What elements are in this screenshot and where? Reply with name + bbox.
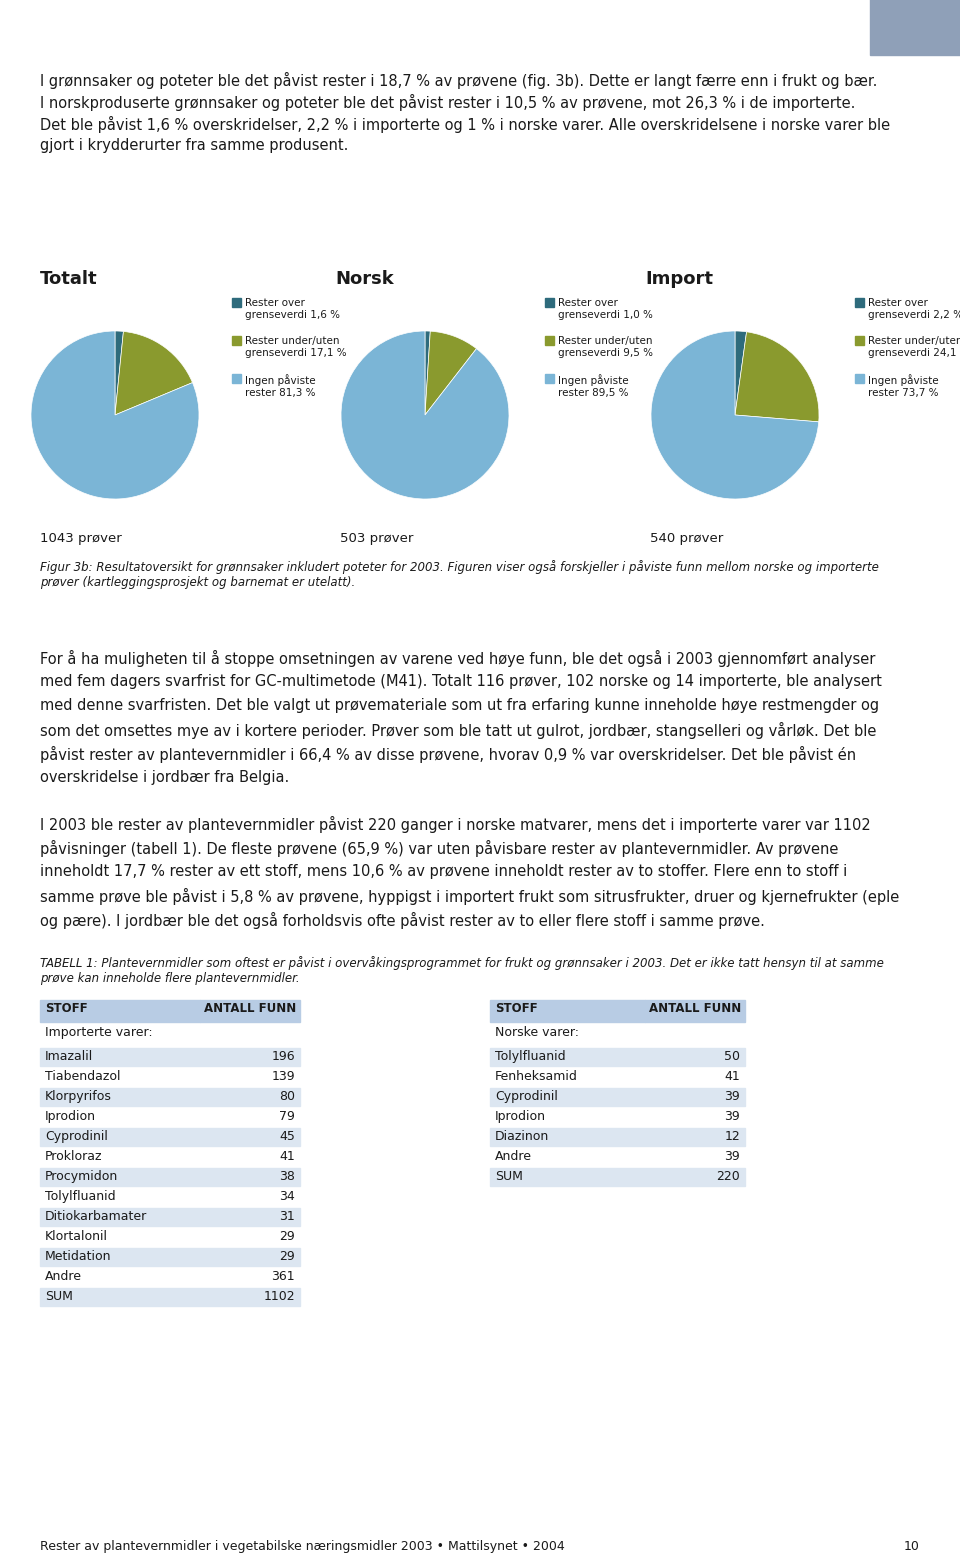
Text: Fenheksamid: Fenheksamid xyxy=(495,1070,578,1083)
Text: 41: 41 xyxy=(279,1150,295,1163)
Text: Tolylfluanid: Tolylfluanid xyxy=(495,1050,565,1062)
Text: Tolylfluanid: Tolylfluanid xyxy=(45,1189,115,1203)
Text: Cyprodinil: Cyprodinil xyxy=(495,1091,558,1103)
Text: 1043 prøver: 1043 prøver xyxy=(40,533,122,545)
Text: samme prøve ble påvist i 5,8 % av prøvene, hyppigst i importert frukt som sitrus: samme prøve ble påvist i 5,8 % av prøven… xyxy=(40,888,900,906)
Text: Klortalonil: Klortalonil xyxy=(45,1230,108,1243)
Text: 79: 79 xyxy=(279,1109,295,1124)
Text: påvisninger (tabell 1). De fleste prøvene (65,9 %) var uten påvisbare rester av : påvisninger (tabell 1). De fleste prøven… xyxy=(40,840,838,857)
Text: 220: 220 xyxy=(716,1171,740,1183)
Wedge shape xyxy=(735,331,747,415)
Text: Ditiokarbamater: Ditiokarbamater xyxy=(45,1210,147,1222)
Text: For å ha muligheten til å stoppe omsetningen av varene ved høye funn, ble det og: For å ha muligheten til å stoppe omsetni… xyxy=(40,650,876,668)
Wedge shape xyxy=(115,332,193,415)
Text: ANTALL FUNN: ANTALL FUNN xyxy=(204,1003,296,1015)
Text: Rester under/uten
grenseverdi 9,5 %: Rester under/uten grenseverdi 9,5 % xyxy=(558,335,653,357)
Text: Figur 3b: Resultatoversikt for grønnsaker inkludert poteter for 2003. Figuren vi: Figur 3b: Resultatoversikt for grønnsake… xyxy=(40,559,878,574)
Text: TABELL 1: Plantevernmidler som oftest er påvist i overvåkingsprogrammet for fruk: TABELL 1: Plantevernmidler som oftest er… xyxy=(40,956,884,970)
Text: inneholdt 17,7 % rester av ett stoff, mens 10,6 % av prøvene inneholdt rester av: inneholdt 17,7 % rester av ett stoff, me… xyxy=(40,863,848,879)
Text: Ingen påviste
rester 81,3 %: Ingen påviste rester 81,3 % xyxy=(245,375,316,398)
Text: Ingen påviste
rester 89,5 %: Ingen påviste rester 89,5 % xyxy=(558,375,629,398)
Text: 39: 39 xyxy=(724,1150,740,1163)
Wedge shape xyxy=(651,331,819,498)
Text: med denne svarfristen. Det ble valgt ut prøvemateriale som ut fra erfaring kunne: med denne svarfristen. Det ble valgt ut … xyxy=(40,697,879,713)
Text: 34: 34 xyxy=(279,1189,295,1203)
Text: Rester over
grenseverdi 2,2 %: Rester over grenseverdi 2,2 % xyxy=(868,298,960,320)
Text: 139: 139 xyxy=(272,1070,295,1083)
Text: Klorpyrifos: Klorpyrifos xyxy=(45,1091,112,1103)
Text: Tiabendazol: Tiabendazol xyxy=(45,1070,121,1083)
Text: 503 prøver: 503 prøver xyxy=(340,533,414,545)
Text: STOFF: STOFF xyxy=(495,1003,538,1015)
Text: Prokloraz: Prokloraz xyxy=(45,1150,103,1163)
Text: 39: 39 xyxy=(724,1109,740,1124)
Text: 540 prøver: 540 prøver xyxy=(650,533,723,545)
Text: Norsk: Norsk xyxy=(335,270,394,288)
Text: SUM: SUM xyxy=(495,1171,523,1183)
Text: Norske varer:: Norske varer: xyxy=(495,1026,579,1039)
Text: 29: 29 xyxy=(279,1230,295,1243)
Wedge shape xyxy=(115,331,124,415)
Text: Rester under/uten
grenseverdi 17,1 %: Rester under/uten grenseverdi 17,1 % xyxy=(245,335,347,357)
Text: STOFF: STOFF xyxy=(45,1003,87,1015)
Wedge shape xyxy=(735,332,819,422)
Text: Cyprodinil: Cyprodinil xyxy=(45,1130,108,1142)
Text: SUM: SUM xyxy=(45,1290,73,1304)
Text: som det omsettes mye av i kortere perioder. Prøver som ble tatt ut gulrot, jordb: som det omsettes mye av i kortere period… xyxy=(40,722,876,740)
Text: Procymidon: Procymidon xyxy=(45,1171,118,1183)
Text: med fem dagers svarfrist for GC-multimetode (M41). Totalt 116 prøver, 102 norske: med fem dagers svarfrist for GC-multimet… xyxy=(40,674,882,689)
Text: Andre: Andre xyxy=(45,1269,82,1283)
Text: 31: 31 xyxy=(279,1210,295,1222)
Text: Rester over
grenseverdi 1,6 %: Rester over grenseverdi 1,6 % xyxy=(245,298,340,320)
Text: gjort i krydderurter fra samme produsent.: gjort i krydderurter fra samme produsent… xyxy=(40,138,348,154)
Wedge shape xyxy=(425,331,476,415)
Text: I grønnsaker og poteter ble det påvist rester i 18,7 % av prøvene (fig. 3b). Det: I grønnsaker og poteter ble det påvist r… xyxy=(40,72,877,89)
Text: 39: 39 xyxy=(724,1091,740,1103)
Text: 29: 29 xyxy=(279,1250,295,1263)
Wedge shape xyxy=(341,331,509,498)
Text: 196: 196 xyxy=(272,1050,295,1062)
Text: påvist rester av plantevernmidler i 66,4 % av disse prøvene, hvorav 0,9 % var ov: påvist rester av plantevernmidler i 66,4… xyxy=(40,746,856,763)
Text: 45: 45 xyxy=(279,1130,295,1142)
Text: 10: 10 xyxy=(904,1540,920,1553)
Wedge shape xyxy=(31,331,199,498)
Text: I 2003 ble rester av plantevernmidler påvist 220 ganger i norske matvarer, mens : I 2003 ble rester av plantevernmidler på… xyxy=(40,816,871,834)
Text: Totalt: Totalt xyxy=(40,270,98,288)
Text: Importerte varer:: Importerte varer: xyxy=(45,1026,153,1039)
Text: Rester under/uten
grenseverdi 24,1 %: Rester under/uten grenseverdi 24,1 % xyxy=(868,335,960,357)
Text: Diazinon: Diazinon xyxy=(495,1130,549,1142)
Text: prøver (kartleggingsprosjekt og barnemat er utelatt).: prøver (kartleggingsprosjekt og barnemat… xyxy=(40,577,355,589)
Text: Rester over
grenseverdi 1,0 %: Rester over grenseverdi 1,0 % xyxy=(558,298,653,320)
Text: 1102: 1102 xyxy=(263,1290,295,1304)
Text: 38: 38 xyxy=(279,1171,295,1183)
Text: Iprodion: Iprodion xyxy=(495,1109,546,1124)
Text: Iprodion: Iprodion xyxy=(45,1109,96,1124)
Text: Det ble påvist 1,6 % overskridelser, 2,2 % i importerte og 1 % i norske varer. A: Det ble påvist 1,6 % overskridelser, 2,2… xyxy=(40,116,890,133)
Text: 12: 12 xyxy=(724,1130,740,1142)
Text: 80: 80 xyxy=(279,1091,295,1103)
Wedge shape xyxy=(425,331,430,415)
Text: prøve kan inneholde flere plantevernmidler.: prøve kan inneholde flere plantevernmidl… xyxy=(40,972,300,986)
Text: 41: 41 xyxy=(724,1070,740,1083)
Text: Metidation: Metidation xyxy=(45,1250,111,1263)
Text: Andre: Andre xyxy=(495,1150,532,1163)
Text: og pære). I jordbær ble det også forholdsvis ofte påvist rester av to eller fler: og pære). I jordbær ble det også forhold… xyxy=(40,912,765,929)
Text: Imazalil: Imazalil xyxy=(45,1050,93,1062)
Text: 361: 361 xyxy=(272,1269,295,1283)
Text: 50: 50 xyxy=(724,1050,740,1062)
Text: Ingen påviste
rester 73,7 %: Ingen påviste rester 73,7 % xyxy=(868,375,939,398)
Text: I norskproduserte grønnsaker og poteter ble det påvist rester i 10,5 % av prøven: I norskproduserte grønnsaker og poteter … xyxy=(40,94,855,111)
Text: overskridelse i jordbær fra Belgia.: overskridelse i jordbær fra Belgia. xyxy=(40,769,289,785)
Text: Rester av plantevernmidler i vegetabilske næringsmidler 2003 • Mattilsynet • 200: Rester av plantevernmidler i vegetabilsk… xyxy=(40,1540,564,1553)
Text: Import: Import xyxy=(645,270,713,288)
Text: ANTALL FUNN: ANTALL FUNN xyxy=(649,1003,741,1015)
